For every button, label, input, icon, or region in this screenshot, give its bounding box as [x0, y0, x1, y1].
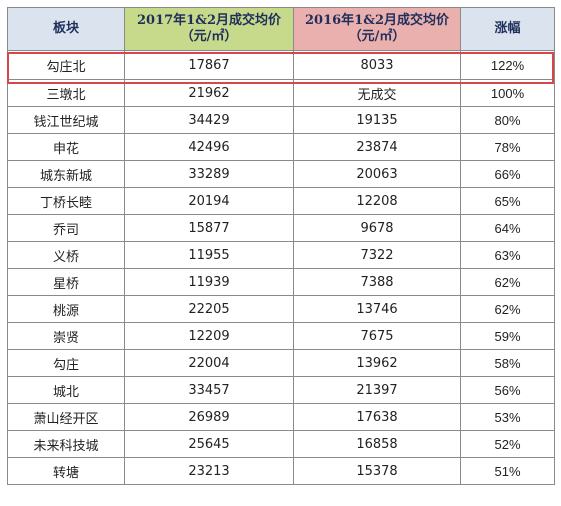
- price-2016-cell: 13746: [293, 295, 461, 323]
- price-2017-cell: 22004: [124, 349, 294, 377]
- district-cell: 转塘: [7, 457, 125, 485]
- growth-cell: 51%: [460, 457, 555, 485]
- growth-cell: 58%: [460, 349, 555, 377]
- table-row: 钱江世纪城 34429 19135 80%: [7, 106, 555, 134]
- price-2016-cell: 7388: [293, 268, 461, 296]
- district-cell: 未来科技城: [7, 430, 125, 458]
- header-price-2016-unit: （元/㎡）: [348, 29, 406, 44]
- growth-cell: 66%: [460, 160, 555, 188]
- growth-cell: 100%: [460, 79, 555, 107]
- header-growth: 涨幅: [460, 7, 555, 51]
- price-2016-cell: 20063: [293, 160, 461, 188]
- growth-cell: 62%: [460, 295, 555, 323]
- price-2017-cell: 26989: [124, 403, 294, 431]
- growth-cell: 65%: [460, 187, 555, 215]
- price-table: 板块 2017年1&2月成交均价 （元/㎡） 2016年1&2月成交均价 （元/㎡）…: [7, 7, 555, 485]
- price-2016-cell: 13962: [293, 349, 461, 377]
- growth-cell: 62%: [460, 268, 555, 296]
- price-2016-cell: 17638: [293, 403, 461, 431]
- table-row: 丁桥长睦 20194 12208 65%: [7, 187, 555, 215]
- district-cell: 勾庄: [7, 349, 125, 377]
- table-row: 义桥 11955 7322 63%: [7, 241, 555, 269]
- header-price-2017-unit: （元/㎡）: [180, 29, 238, 44]
- price-2016-cell: 7675: [293, 322, 461, 350]
- price-2017-cell: 21962: [124, 79, 294, 107]
- price-2017-cell: 20194: [124, 187, 294, 215]
- table-row: 城北 33457 21397 56%: [7, 376, 555, 404]
- price-2017-cell: 11939: [124, 268, 294, 296]
- district-cell: 崇贤: [7, 322, 125, 350]
- price-2017-cell: 11955: [124, 241, 294, 269]
- table-row: 勾庄北 17867 8033 122%: [7, 50, 555, 80]
- price-2017-cell: 34429: [124, 106, 294, 134]
- district-cell: 勾庄北: [7, 50, 125, 80]
- growth-cell: 78%: [460, 133, 555, 161]
- price-2016-cell: 8033: [293, 50, 461, 80]
- price-2016-cell: 9678: [293, 214, 461, 242]
- district-cell: 申花: [7, 133, 125, 161]
- district-cell: 桃源: [7, 295, 125, 323]
- price-2017-cell: 22205: [124, 295, 294, 323]
- price-2016-cell: 16858: [293, 430, 461, 458]
- price-2016-cell: 无成交: [293, 79, 461, 107]
- price-2017-cell: 42496: [124, 133, 294, 161]
- price-2016-cell: 23874: [293, 133, 461, 161]
- table-body: 勾庄北 17867 8033 122% 三墩北 21962 无成交 100% 钱江世纪城 3442…: [7, 50, 555, 485]
- price-2017-cell: 12209: [124, 322, 294, 350]
- price-2017-cell: 33457: [124, 376, 294, 404]
- table-row: 星桥 11939 7388 62%: [7, 268, 555, 296]
- district-cell: 乔司: [7, 214, 125, 242]
- table-header-row: 板块 2017年1&2月成交均价 （元/㎡） 2016年1&2月成交均价 （元/㎡）…: [7, 7, 555, 51]
- table-row: 乔司 15877 9678 64%: [7, 214, 555, 242]
- table-row: 三墩北 21962 无成交 100%: [7, 79, 555, 107]
- price-2017-cell: 17867: [124, 50, 294, 80]
- price-2016-cell: 19135: [293, 106, 461, 134]
- price-2016-cell: 12208: [293, 187, 461, 215]
- price-2017-cell: 25645: [124, 430, 294, 458]
- growth-cell: 59%: [460, 322, 555, 350]
- district-cell: 城东新城: [7, 160, 125, 188]
- price-2016-cell: 7322: [293, 241, 461, 269]
- table-row: 转塘 23213 15378 51%: [7, 457, 555, 485]
- growth-cell: 56%: [460, 376, 555, 404]
- growth-cell: 64%: [460, 214, 555, 242]
- growth-cell: 63%: [460, 241, 555, 269]
- price-table-container: 板块 2017年1&2月成交均价 （元/㎡） 2016年1&2月成交均价 （元/㎡）…: [7, 7, 555, 501]
- header-price-2016-title: 2016年1&2月成交均价: [304, 13, 449, 28]
- header-district-label: 板块: [52, 21, 79, 36]
- growth-cell: 53%: [460, 403, 555, 431]
- district-cell: 三墩北: [7, 79, 125, 107]
- header-price-2017: 2017年1&2月成交均价 （元/㎡）: [124, 7, 294, 51]
- district-cell: 丁桥长睦: [7, 187, 125, 215]
- district-cell: 萧山经开区: [7, 403, 125, 431]
- growth-cell: 52%: [460, 430, 555, 458]
- price-2017-cell: 15877: [124, 214, 294, 242]
- table-row: 城东新城 33289 20063 66%: [7, 160, 555, 188]
- growth-cell: 122%: [460, 50, 555, 80]
- price-2017-cell: 33289: [124, 160, 294, 188]
- header-price-2016: 2016年1&2月成交均价 （元/㎡）: [293, 7, 461, 51]
- price-2017-cell: 23213: [124, 457, 294, 485]
- growth-cell: 80%: [460, 106, 555, 134]
- table-row: 桃源 22205 13746 62%: [7, 295, 555, 323]
- table-row: 勾庄 22004 13962 58%: [7, 349, 555, 377]
- price-2016-cell: 15378: [293, 457, 461, 485]
- header-district: 板块: [7, 7, 125, 51]
- price-2016-cell: 21397: [293, 376, 461, 404]
- table-row: 申花 42496 23874 78%: [7, 133, 555, 161]
- district-cell: 城北: [7, 376, 125, 404]
- table-row: 未来科技城 25645 16858 52%: [7, 430, 555, 458]
- district-cell: 星桥: [7, 268, 125, 296]
- table-row: 萧山经开区 26989 17638 53%: [7, 403, 555, 431]
- header-price-2017-title: 2017年1&2月成交均价: [136, 13, 281, 28]
- table-row: 崇贤 12209 7675 59%: [7, 322, 555, 350]
- district-cell: 钱江世纪城: [7, 106, 125, 134]
- district-cell: 义桥: [7, 241, 125, 269]
- header-growth-label: 涨幅: [494, 21, 521, 36]
